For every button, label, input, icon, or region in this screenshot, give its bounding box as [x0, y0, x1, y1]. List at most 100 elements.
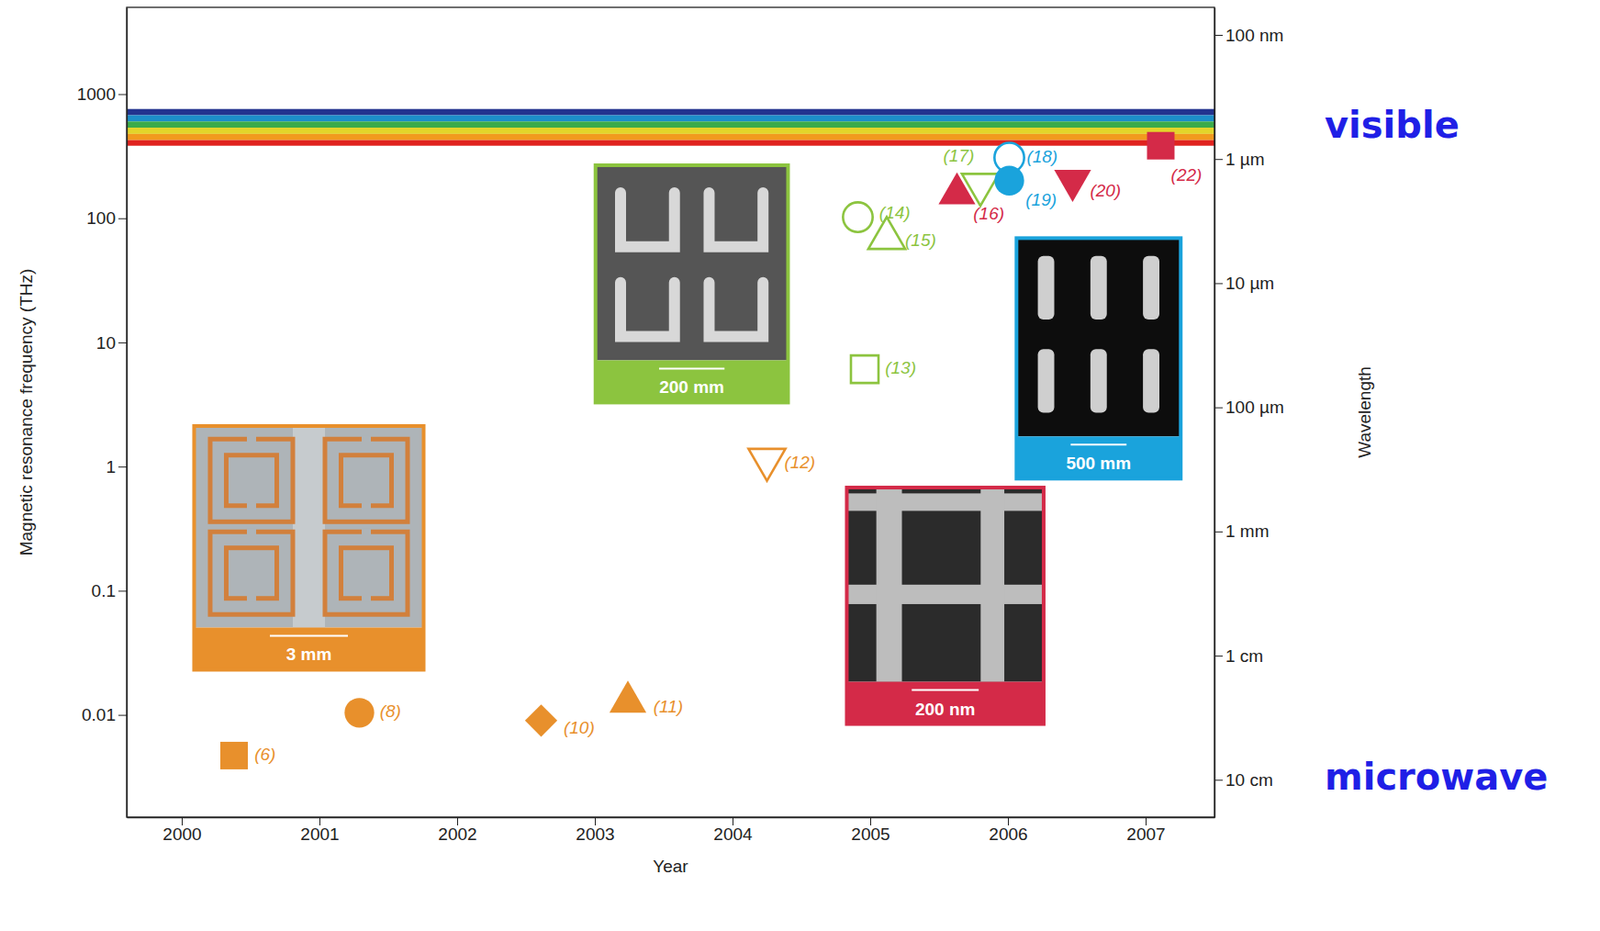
- tick-label: 100 nm: [1225, 25, 1284, 45]
- inset-shape: [225, 548, 277, 599]
- inset-border: [846, 487, 1043, 725]
- point-label: (14): [879, 202, 911, 223]
- point-label: (17): [943, 145, 975, 166]
- scale-bar: [1070, 443, 1127, 446]
- scale-bar: [659, 367, 725, 370]
- point-label: (10): [563, 717, 595, 738]
- inset-image: [1016, 237, 1181, 437]
- axis-line: [1214, 8, 1216, 818]
- inset-image: [595, 165, 789, 360]
- tick-mark: [1214, 158, 1223, 160]
- axis-line: [127, 816, 1216, 818]
- inset-shape: [361, 502, 371, 510]
- y-axis-title: Magnetic resonance frequency (THz): [16, 268, 36, 557]
- inset-shape: [324, 531, 408, 615]
- inset-shape: [1090, 348, 1108, 413]
- tick-mark: [118, 715, 127, 717]
- inset-caption: 200 nm: [915, 699, 975, 719]
- data-point: [525, 704, 558, 737]
- tick: 2003: [575, 816, 615, 844]
- inset-shape: [1142, 348, 1160, 413]
- data-point: [962, 173, 999, 206]
- data-point: [748, 448, 785, 482]
- tick: 10 µm: [1214, 273, 1275, 293]
- tick-mark: [118, 218, 127, 220]
- data-point: [220, 741, 248, 770]
- chart: 3 mm200 mm500 mm200 nm200020012002200320…: [0, 0, 1600, 931]
- inset-image: [846, 487, 1043, 683]
- inset-caption-band: [193, 626, 424, 670]
- scale-bar: [911, 689, 979, 692]
- inset-caption: 200 mm: [659, 377, 725, 397]
- visible-band: [126, 127, 1215, 135]
- inset-shape: [225, 455, 277, 506]
- data-point: [1147, 132, 1175, 160]
- inset-border: [595, 165, 789, 403]
- tick-label: 100 µm: [1225, 397, 1285, 417]
- tick-label: 2005: [850, 824, 890, 844]
- inset-border: [1016, 237, 1181, 479]
- point-label: (16): [973, 203, 1005, 224]
- inset-shape: [1142, 256, 1160, 320]
- tick-label: 10: [96, 333, 116, 353]
- inset-shape: [980, 487, 1005, 683]
- tick-label: 1000: [77, 84, 116, 104]
- inset-shape: [246, 594, 257, 603]
- inset-shape: [210, 438, 293, 522]
- visible-band: [126, 115, 1215, 123]
- inset: 500 mm: [1016, 237, 1181, 479]
- tick-mark: [118, 94, 127, 96]
- tick-mark: [1214, 779, 1223, 781]
- inset-shape: [708, 192, 763, 247]
- tick-label: 2000: [162, 824, 202, 844]
- inset-caption: 3 mm: [286, 644, 333, 664]
- tick: 1000: [77, 84, 127, 104]
- tick: 2005: [850, 816, 890, 844]
- plot: 3 mm200 mm500 mm200 nm200020012002200320…: [16, 7, 1548, 876]
- annotation: visible: [1324, 103, 1460, 146]
- inset-image: [193, 425, 424, 627]
- inset: 3 mm: [193, 425, 424, 670]
- inset-caption-band: [846, 682, 1043, 725]
- tick: 1 mm: [1214, 521, 1270, 541]
- point-label: (20): [1089, 180, 1121, 201]
- inset-shape: [246, 435, 257, 443]
- tick-label: 2002: [437, 824, 477, 844]
- annotation: microwave: [1324, 755, 1548, 798]
- tick: 2006: [988, 816, 1028, 844]
- inset-shape: [1090, 256, 1108, 320]
- x-axis-title: Year: [652, 856, 689, 876]
- point-label: (22): [1171, 165, 1203, 185]
- tick: 1 µm: [1214, 149, 1265, 169]
- inset-caption-band: [595, 359, 789, 403]
- tick-mark: [118, 466, 127, 468]
- tick-mark: [1214, 655, 1223, 657]
- inset-shape: [340, 455, 392, 506]
- inset-shape: [246, 502, 257, 510]
- tick: 100 nm: [1214, 25, 1284, 45]
- inset-shape: [876, 487, 903, 683]
- tick-mark: [1214, 531, 1223, 533]
- data-point: [344, 697, 374, 728]
- point-label: (11): [653, 696, 683, 717]
- inset-shape: [361, 435, 371, 443]
- inset-shape: [1038, 256, 1055, 320]
- tick-label: 2006: [988, 824, 1028, 844]
- tick: 100: [86, 208, 127, 228]
- tick: 2004: [713, 816, 753, 844]
- inset-image: [292, 425, 325, 627]
- tick-label: 1 µm: [1225, 149, 1265, 169]
- inset-shape: [846, 584, 1043, 605]
- axis: 0.010.11101001000: [77, 8, 128, 818]
- point-label: (6): [254, 744, 276, 764]
- tick-mark: [118, 590, 127, 592]
- visible-band: [126, 140, 1215, 146]
- tick-mark: [1214, 34, 1223, 36]
- point-label: (12): [783, 452, 816, 472]
- visible-band: [126, 121, 1215, 128]
- data-point: [842, 201, 873, 232]
- tick: 2000: [162, 816, 202, 844]
- inset-shape: [708, 282, 763, 337]
- tick-label: 0.01: [81, 704, 116, 725]
- data-point: [850, 355, 879, 383]
